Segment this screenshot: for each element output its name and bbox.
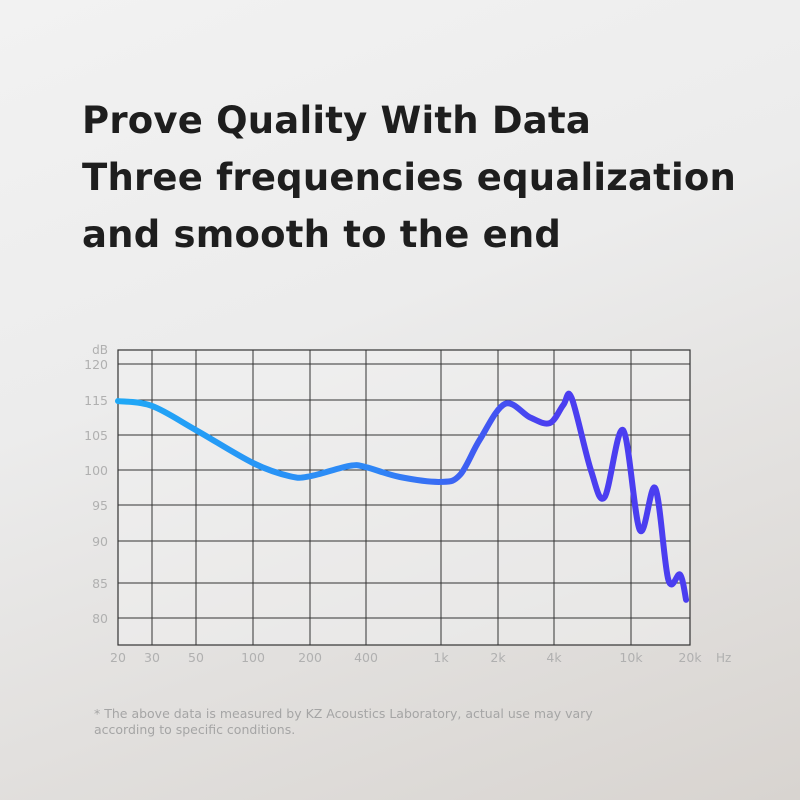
- x-tick-label: 10k: [619, 650, 643, 665]
- y-tick-label: 120: [84, 357, 108, 372]
- y-tick-label: 115: [84, 393, 108, 408]
- frequency-response-line: [115, 390, 690, 603]
- x-tick-label: 100: [241, 650, 265, 665]
- footnote: * The above data is measured by KZ Acous…: [94, 706, 593, 737]
- headline-line-1: Prove Quality With Data: [82, 99, 592, 142]
- x-tick-label: 50: [188, 650, 204, 665]
- headline-line-3: and smooth to the end: [82, 213, 562, 256]
- y-tick-label: 100: [84, 463, 108, 478]
- x-axis-label: Hz: [716, 651, 731, 665]
- x-tick-label: 400: [354, 650, 378, 665]
- x-tick-label: 30: [144, 650, 160, 665]
- x-tick-label: 4k: [546, 650, 562, 665]
- y-tick-label: 95: [92, 498, 108, 513]
- y-tick-label: 80: [92, 611, 108, 626]
- x-tick-label: 200: [298, 650, 322, 665]
- x-tick-label: 1k: [433, 650, 449, 665]
- y-tick-label: 85: [92, 576, 108, 591]
- x-tick-label: 2k: [490, 650, 506, 665]
- x-tick-label: 20k: [678, 650, 702, 665]
- headline: Prove Quality With Data Three frequencie…: [82, 92, 736, 263]
- headline-line-2: Three frequencies equalization: [82, 156, 737, 199]
- y-tick-label: 90: [92, 534, 108, 549]
- y-tick-label: 105: [84, 428, 108, 443]
- y-axis-label: dB: [92, 343, 108, 357]
- x-tick-label: 20: [110, 650, 126, 665]
